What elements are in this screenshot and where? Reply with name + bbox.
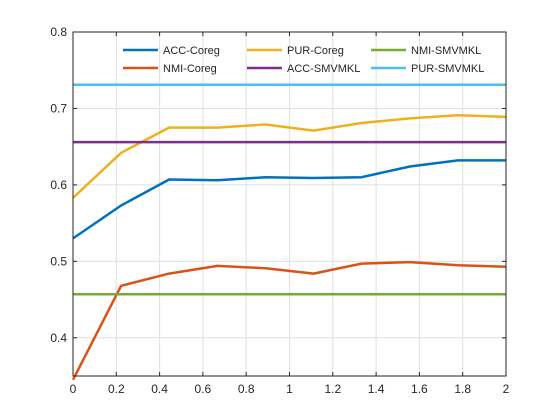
x-tick-label: 1.6 <box>411 382 428 396</box>
y-tick-label: 0.8 <box>50 25 67 39</box>
x-tick-label: 0.6 <box>195 382 212 396</box>
x-tick-label: 1.4 <box>368 382 385 396</box>
legend-label: NMI-Coreg <box>163 63 217 75</box>
legend-label: ACC-Coreg <box>163 45 220 57</box>
legend-label: NMI-SMVMKL <box>411 45 481 57</box>
legend-entry: PUR-SMVMKL <box>371 63 484 75</box>
x-tick-label: 0 <box>70 382 77 396</box>
series-line-pur-coreg <box>72 114 507 199</box>
x-tick-label: 0.2 <box>108 382 125 396</box>
series-line-acc-coreg <box>72 159 506 240</box>
x-tick-label: 0.4 <box>151 382 168 396</box>
x-tick-label: 1 <box>286 382 293 396</box>
legend: ACC-Coreg NMI-Coreg PUR-Coreg ACC-SMVMKL NMI… <box>123 45 484 75</box>
y-tick-label: 0.6 <box>50 178 67 192</box>
x-tick-label: 0.8 <box>238 382 255 396</box>
series-group <box>71 83 507 381</box>
legend-label: PUR-Coreg <box>287 45 344 57</box>
y-tick-label: 0.5 <box>50 254 67 268</box>
series-line-nmi-coreg <box>71 260 507 381</box>
legend-label: PUR-SMVMKL <box>411 63 484 75</box>
x-tick-label: 1.2 <box>324 382 341 396</box>
y-tick-label: 0.4 <box>50 331 67 345</box>
legend-entry: NMI-SMVMKL <box>371 45 481 57</box>
legend-entry: NMI-Coreg <box>123 63 217 75</box>
x-tick-label: 1.8 <box>454 382 471 396</box>
y-tick-label: 0.7 <box>50 101 67 115</box>
x-tick-label: 2 <box>503 382 510 396</box>
legend-label: ACC-SMVMKL <box>287 63 360 75</box>
legend-entry: PUR-Coreg <box>247 45 344 57</box>
legend-entry: ACC-Coreg <box>123 45 220 57</box>
legend-entry: ACC-SMVMKL <box>247 63 360 75</box>
